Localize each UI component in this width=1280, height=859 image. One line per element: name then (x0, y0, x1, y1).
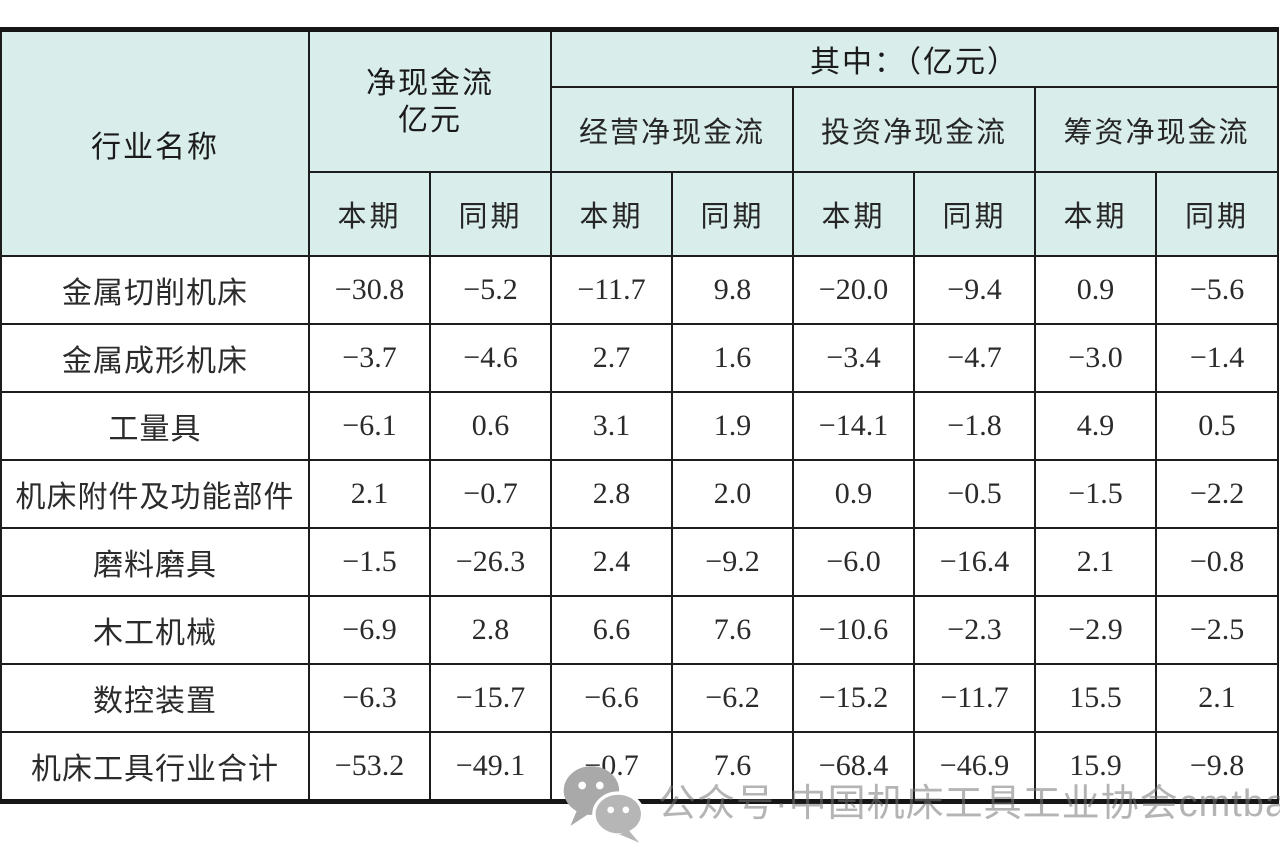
value-cell: −0.7 (429, 459, 552, 529)
header-financing-net-cash-flow: 筹资净现金流 (1033, 86, 1280, 173)
value-cell: −11.7 (550, 255, 673, 325)
value-cell: −2.5 (1154, 595, 1280, 665)
value-cell: −4.7 (913, 323, 1036, 393)
value-cell: −3.4 (792, 323, 915, 393)
header-net-cash-flow-unit: 亿元 (398, 103, 462, 137)
row-label: 工量具 (0, 391, 310, 461)
value-cell: −1.4 (1154, 323, 1280, 393)
value-cell: −6.0 (792, 527, 915, 597)
value-cell: −10.6 (792, 595, 915, 665)
value-cell: 7.6 (671, 595, 794, 665)
value-cell: −6.1 (308, 391, 431, 461)
value-cell: 15.9 (1034, 731, 1157, 803)
value-cell: −20.0 (792, 255, 915, 325)
row-label: 金属切削机床 (0, 255, 310, 325)
value-cell: 2.7 (550, 323, 673, 393)
value-cell: 2.8 (429, 595, 552, 665)
value-cell: −16.4 (913, 527, 1036, 597)
value-cell: −53.2 (308, 731, 431, 803)
value-cell: −9.2 (671, 527, 794, 597)
table-row: 机床工具行业合计 −53.2 −49.1 −0.7 7.6 −68.4 −46.… (0, 731, 1280, 803)
value-cell: 0.5 (1154, 391, 1280, 461)
value-cell: −3.0 (1034, 323, 1157, 393)
value-cell: −30.8 (308, 255, 431, 325)
value-cell: 7.6 (671, 731, 794, 803)
value-cell: 6.6 (550, 595, 673, 665)
value-cell: −1.8 (913, 391, 1036, 461)
row-label: 机床附件及功能部件 (0, 459, 310, 529)
value-cell: −5.2 (429, 255, 552, 325)
value-cell: 2.1 (308, 459, 431, 529)
header-operating-net-cash-flow: 经营净现金流 (550, 86, 794, 173)
header-prior-period: 同期 (671, 171, 794, 257)
header-current-period: 本期 (550, 171, 673, 257)
value-cell: 3.1 (550, 391, 673, 461)
value-cell: −6.9 (308, 595, 431, 665)
table-row: 工量具 −6.1 0.6 3.1 1.9 −14.1 −1.8 4.9 0.5 (0, 391, 1280, 461)
value-cell: 2.0 (671, 459, 794, 529)
table-row: 磨料磨具 −1.5 −26.3 2.4 −9.2 −6.0 −16.4 2.1 … (0, 527, 1280, 597)
table-row: 木工机械 −6.9 2.8 6.6 7.6 −10.6 −2.3 −2.9 −2… (0, 595, 1280, 665)
value-cell: 1.9 (671, 391, 794, 461)
value-cell: −46.9 (913, 731, 1036, 803)
row-label: 木工机械 (0, 595, 310, 665)
header-current-period: 本期 (792, 171, 915, 257)
value-cell: 0.9 (792, 459, 915, 529)
value-cell: −4.6 (429, 323, 552, 393)
value-cell: −5.6 (1154, 255, 1280, 325)
header-current-period: 本期 (1034, 171, 1157, 257)
row-label: 机床工具行业合计 (0, 731, 310, 803)
value-cell: −9.8 (1154, 731, 1280, 803)
header-industry-name: 行业名称 (0, 28, 310, 257)
value-cell: −0.7 (550, 731, 673, 803)
value-cell: −2.9 (1034, 595, 1157, 665)
row-label: 数控装置 (0, 663, 310, 733)
value-cell: −0.8 (1154, 527, 1280, 597)
value-cell: 4.9 (1034, 391, 1157, 461)
header-prior-period: 同期 (1154, 171, 1280, 257)
header-among-which: 其中：（亿元） (549, 28, 1280, 88)
table-row: 金属切削机床 −30.8 −5.2 −11.7 9.8 −20.0 −9.4 0… (0, 255, 1280, 325)
value-cell: −15.2 (792, 663, 915, 733)
value-cell: −1.5 (308, 527, 431, 597)
value-cell: −49.1 (429, 731, 552, 803)
header-current-period: 本期 (308, 171, 431, 257)
value-cell: −14.1 (792, 391, 915, 461)
value-cell: −6.6 (550, 663, 673, 733)
value-cell: −6.2 (671, 663, 794, 733)
value-cell: 2.1 (1034, 527, 1157, 597)
value-cell: 15.5 (1034, 663, 1157, 733)
header-net-cash-flow: 净现金流 亿元 (308, 28, 552, 173)
value-cell: −2.3 (913, 595, 1036, 665)
table-row: 金属成形机床 −3.7 −4.6 2.7 1.6 −3.4 −4.7 −3.0 … (0, 323, 1280, 393)
table-row: 机床附件及功能部件 2.1 −0.7 2.8 2.0 0.9 −0.5 −1.5… (0, 459, 1280, 529)
value-cell: −1.5 (1034, 459, 1157, 529)
value-cell: −0.5 (913, 459, 1036, 529)
table-row: 数控装置 −6.3 −15.7 −6.6 −6.2 −15.2 −11.7 15… (0, 663, 1280, 733)
value-cell: 2.8 (550, 459, 673, 529)
row-label: 磨料磨具 (0, 527, 310, 597)
value-cell: −26.3 (429, 527, 552, 597)
value-cell: −3.7 (308, 323, 431, 393)
header-prior-period: 同期 (913, 171, 1036, 257)
value-cell: −6.3 (308, 663, 431, 733)
value-cell: −15.7 (429, 663, 552, 733)
value-cell: 2.1 (1154, 663, 1280, 733)
value-cell: 2.4 (550, 527, 673, 597)
value-cell: −68.4 (792, 731, 915, 803)
header-prior-period: 同期 (429, 171, 552, 257)
value-cell: −9.4 (913, 255, 1036, 325)
value-cell: 1.6 (671, 323, 794, 393)
value-cell: 9.8 (671, 255, 794, 325)
value-cell: 0.6 (429, 391, 552, 461)
header-investing-net-cash-flow: 投资净现金流 (792, 86, 1036, 173)
value-cell: −11.7 (913, 663, 1036, 733)
row-label: 金属成形机床 (0, 323, 310, 393)
header-net-cash-flow-line1: 净现金流 (366, 66, 494, 100)
value-cell: 0.9 (1034, 255, 1157, 325)
cash-flow-table: 行业名称 净现金流 亿元 其中：（亿元） 经营净现金流 投资净现金流 筹资净现金… (0, 27, 1280, 804)
value-cell: −2.2 (1154, 459, 1280, 529)
